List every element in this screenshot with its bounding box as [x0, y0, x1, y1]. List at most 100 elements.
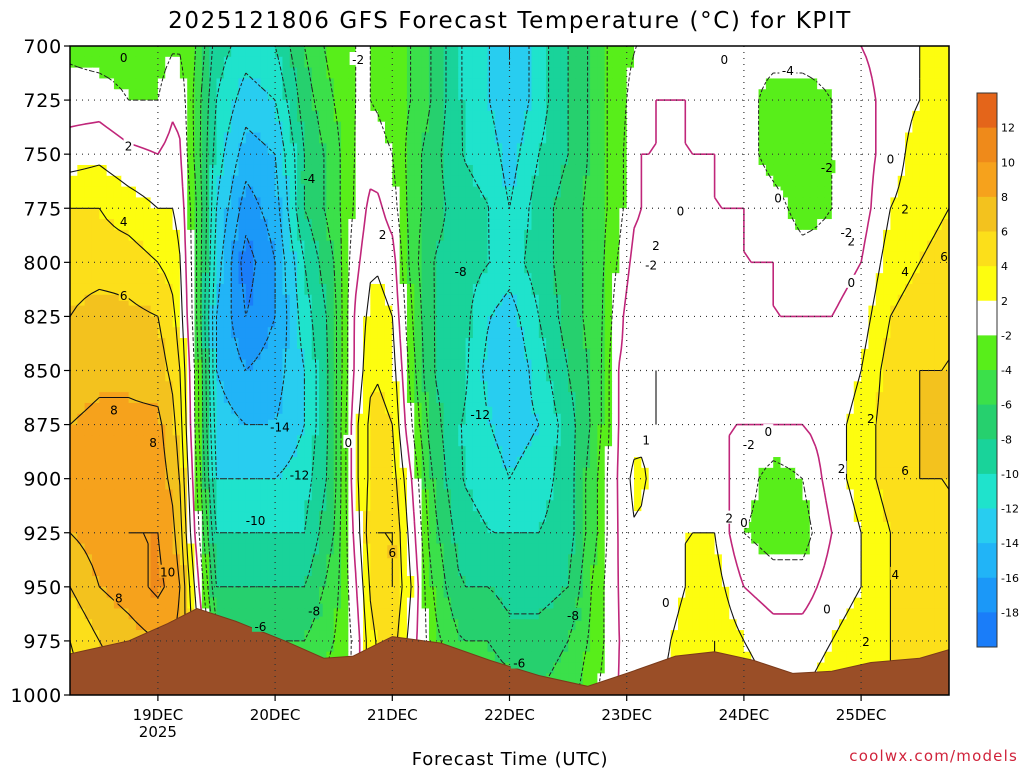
field-cell	[553, 402, 562, 415]
field-cell	[194, 78, 203, 90]
field-cell	[795, 100, 804, 112]
field-cell	[348, 197, 357, 209]
field-cell	[487, 424, 496, 436]
field-cell	[465, 467, 474, 480]
field-cell	[106, 78, 115, 90]
field-cell	[743, 89, 752, 101]
field-cell	[634, 132, 642, 144]
field-cell	[758, 327, 767, 339]
field-cell	[326, 197, 335, 209]
field-cell	[436, 273, 445, 285]
field-cell	[641, 219, 650, 231]
field-cell	[128, 424, 137, 436]
field-cell	[780, 359, 789, 372]
field-cell	[721, 381, 730, 393]
field-cell	[304, 143, 313, 155]
field-cell	[70, 197, 78, 209]
field-cell	[99, 273, 108, 285]
field-cell	[875, 197, 884, 209]
field-cell	[128, 154, 137, 166]
field-cell	[853, 56, 862, 69]
field-cell	[267, 435, 276, 447]
field-cell	[450, 381, 459, 393]
field-cell	[919, 110, 928, 123]
field-cell	[406, 489, 415, 501]
field-cell	[546, 446, 555, 458]
field-cell	[231, 370, 240, 382]
field-cell	[311, 164, 320, 177]
field-cell	[582, 381, 591, 393]
field-cell	[795, 316, 804, 328]
field-cell	[421, 240, 430, 253]
field-cell	[897, 251, 906, 263]
field-cell	[77, 316, 86, 328]
field-cell	[626, 219, 635, 231]
field-cell	[875, 175, 884, 188]
field-cell	[289, 197, 298, 209]
field-cell	[685, 121, 694, 134]
field-cell	[546, 392, 555, 404]
field-cell	[692, 273, 701, 285]
field-cell	[927, 121, 935, 134]
field-cell	[377, 46, 386, 58]
field-cell	[319, 338, 327, 350]
field-cell	[553, 110, 562, 123]
field-cell	[194, 208, 203, 220]
field-cell	[216, 262, 225, 274]
field-cell	[758, 164, 767, 177]
field-cell	[853, 435, 862, 447]
field-cell	[326, 424, 335, 436]
field-cell	[150, 100, 159, 112]
field-cell	[106, 154, 115, 166]
field-cell	[912, 121, 921, 134]
field-cell	[260, 143, 269, 155]
field-cell	[436, 229, 445, 242]
field-cell	[927, 67, 935, 80]
field-cell	[692, 110, 701, 123]
field-cell	[348, 381, 357, 393]
field-cell	[384, 338, 393, 350]
field-cell	[113, 110, 122, 123]
field-cell	[905, 338, 913, 350]
field-cell	[604, 110, 613, 123]
field-cell	[341, 229, 349, 242]
field-cell	[839, 392, 848, 404]
field-cell	[231, 457, 240, 469]
field-cell	[736, 132, 745, 144]
field-cell	[326, 467, 335, 480]
field-cell	[260, 327, 269, 339]
field-cell	[590, 316, 598, 328]
field-cell	[216, 208, 225, 220]
field-cell	[677, 56, 686, 69]
field-cell	[831, 78, 840, 90]
field-cell	[641, 338, 650, 350]
field-cell	[355, 370, 364, 382]
field-cell	[458, 424, 467, 436]
field-cell	[267, 413, 276, 426]
field-cell	[568, 338, 577, 350]
field-cell	[707, 381, 716, 393]
field-cell	[428, 154, 437, 166]
field-cell	[677, 110, 686, 123]
field-cell	[670, 424, 679, 436]
field-cell	[773, 283, 782, 296]
field-cell	[84, 478, 93, 491]
field-cell	[802, 229, 811, 242]
field-cell	[458, 283, 467, 296]
field-cell	[905, 164, 913, 177]
field-cell	[275, 413, 284, 426]
field-cell	[670, 381, 679, 393]
field-cell	[839, 132, 848, 144]
field-cell	[714, 435, 723, 447]
field-cell	[758, 121, 767, 134]
field-cell	[341, 175, 349, 188]
field-cell	[165, 413, 174, 426]
field-cell	[905, 186, 913, 199]
field-cell	[143, 413, 152, 426]
field-cell	[253, 446, 262, 458]
field-cell	[99, 348, 108, 361]
field-cell	[839, 478, 848, 491]
field-cell	[736, 381, 745, 393]
field-cell	[524, 229, 533, 242]
field-cell	[91, 283, 100, 296]
